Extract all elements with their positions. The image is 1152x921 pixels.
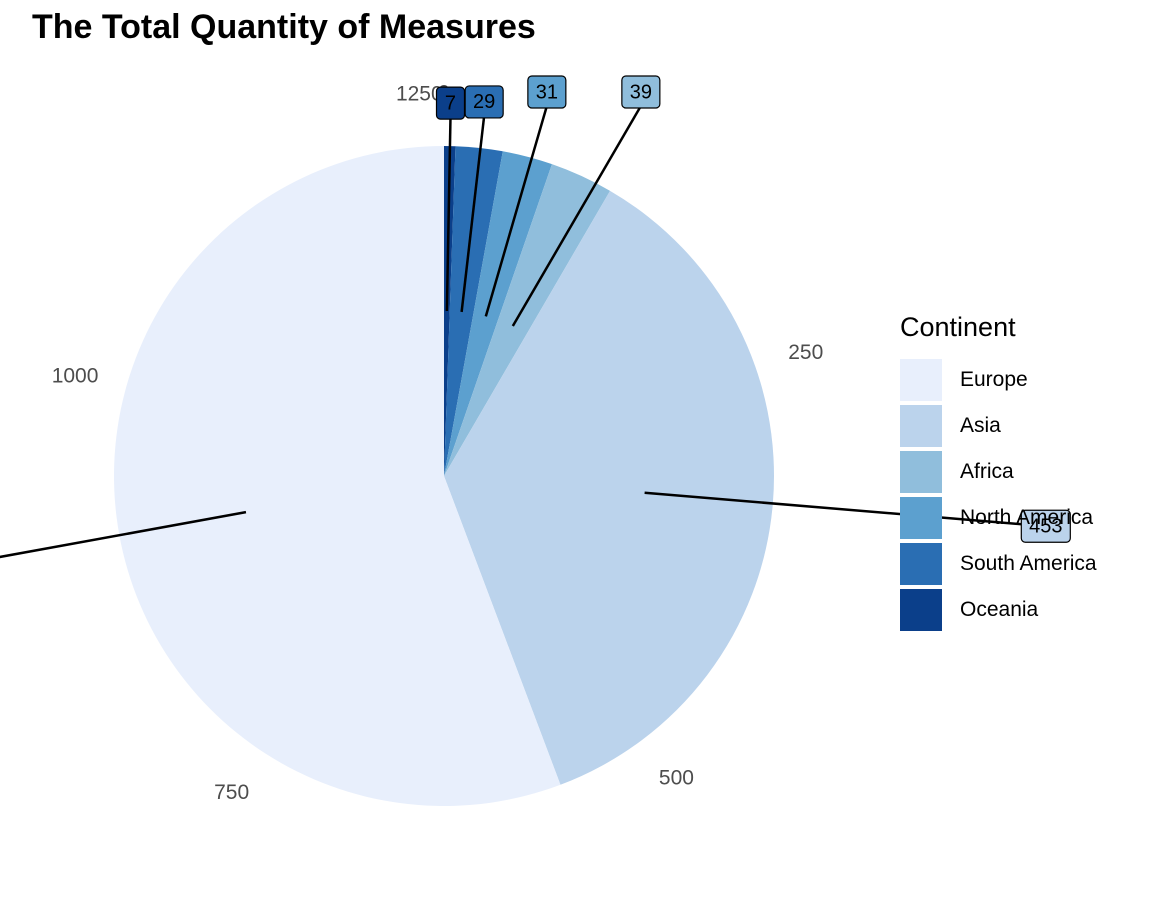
- legend-item-south-america: South America: [900, 541, 1097, 587]
- data-label-box: [621, 75, 661, 109]
- pie-slices: [113, 146, 774, 807]
- pie-slice-africa: [444, 164, 611, 477]
- leader-line: [484, 105, 549, 317]
- leader-line: [511, 105, 642, 327]
- angle-tick-label: 1250: [396, 82, 443, 105]
- legend-item-asia: Asia: [900, 403, 1097, 449]
- data-label-box: [527, 75, 567, 109]
- legend-item-europe: Europe: [900, 357, 1097, 403]
- leader-line: [644, 491, 1046, 528]
- legend-item-africa: Africa: [900, 449, 1097, 495]
- leader-line: [0, 510, 247, 559]
- legend-items: Europe Asia Africa North America South Ameri…: [900, 357, 1097, 633]
- angle-tick-label: 500: [659, 767, 694, 790]
- legend-label: Africa: [960, 460, 1014, 483]
- data-label: 453: [1029, 516, 1062, 538]
- legend-label: North America: [960, 506, 1094, 529]
- angle-tick-label: 750: [214, 781, 249, 804]
- data-label-box: [464, 85, 504, 119]
- pie-slice-north-america: [444, 151, 552, 476]
- legend-swatch: [900, 543, 942, 585]
- data-label-box: [435, 86, 466, 120]
- pie-slice-europe: [113, 146, 561, 807]
- angle-tick-label: 250: [788, 341, 823, 364]
- legend-swatch: [900, 359, 942, 401]
- leader-line: [445, 117, 452, 312]
- leader-line: [460, 115, 486, 313]
- angle-tick-labels: 025050075010001250: [52, 82, 824, 805]
- data-label: 39: [630, 81, 652, 103]
- legend-swatch: [900, 497, 942, 539]
- legend: Continent Europe Asia Africa North America S…: [900, 312, 1097, 633]
- legend-item-oceania: Oceania: [900, 587, 1097, 633]
- angle-tick-label: 1000: [52, 364, 99, 387]
- legend-label: Oceania: [960, 598, 1039, 621]
- legend-item-north-america: North America: [900, 495, 1097, 541]
- legend-title: Continent: [900, 312, 1016, 342]
- data-label-box: [1020, 509, 1071, 543]
- chart-title: The Total Quantity of Measures: [32, 8, 536, 46]
- data-label: 7: [445, 92, 456, 114]
- legend-label: South America: [960, 552, 1097, 575]
- legend-swatch: [900, 405, 942, 447]
- data-labels: 7293139453704: [435, 75, 1071, 543]
- data-label: 31: [536, 81, 558, 103]
- legend-swatch: [900, 451, 942, 493]
- label-leader-lines: [0, 105, 1046, 559]
- pie-slice-oceania: [444, 146, 456, 476]
- pie-slice-south-america: [444, 146, 503, 476]
- legend-label: Asia: [960, 414, 1001, 437]
- data-label: 29: [473, 91, 495, 113]
- pie-slice-asia: [444, 190, 774, 785]
- legend-label: Europe: [960, 368, 1028, 391]
- legend-swatch: [900, 589, 942, 631]
